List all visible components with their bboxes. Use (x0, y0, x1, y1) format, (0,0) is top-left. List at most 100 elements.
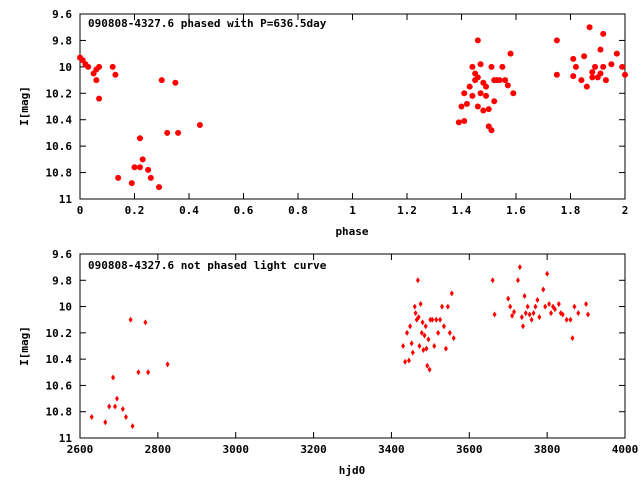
unphased-y-tick-label: 11 (59, 432, 73, 445)
phased-data-point (96, 63, 103, 70)
phased-y-tick-label: 9.6 (52, 8, 72, 21)
unphased-data-point (440, 303, 445, 310)
phased-data-point (578, 77, 585, 84)
unphased-data-point (515, 277, 520, 284)
phased-data-point (488, 127, 495, 134)
phased-data-point (458, 103, 465, 110)
unphased-x-axis-label: hjd0 (339, 464, 366, 477)
unphased-data-point (527, 311, 532, 318)
unphased-data-point (107, 403, 112, 410)
unphased-data-point (531, 310, 536, 317)
phased-data-point (480, 107, 487, 114)
phased-y-tick-label: 9.8 (52, 34, 72, 47)
phased-data-point (592, 63, 599, 70)
unphased-data-point (535, 297, 540, 303)
unphased-data-point (120, 406, 125, 413)
unphased-data-point (552, 306, 557, 313)
phased-data-point (600, 30, 607, 37)
phased-data-point (112, 71, 119, 78)
phased-data-point (147, 174, 154, 181)
unphased-data-point (406, 357, 411, 364)
unphased-data-point (576, 310, 581, 317)
unphased-data-point (568, 316, 573, 323)
unphased-data-point (114, 395, 119, 402)
unphased-x-tick-label: 3200 (300, 443, 327, 456)
phased-data-point (474, 37, 481, 44)
unphased-data-point (543, 303, 548, 310)
phased-data-point (608, 61, 615, 68)
phased-data-point (455, 119, 462, 126)
phased-data-point (483, 83, 490, 90)
unphased-data-point (441, 323, 446, 330)
phased-data-point (466, 83, 473, 90)
unphased-x-tick-label: 2800 (145, 443, 172, 456)
unphased-x-tick-label: 3400 (378, 443, 405, 456)
phased-data-point (600, 63, 607, 70)
unphased-data-point (430, 316, 435, 323)
phased-data-point (139, 156, 146, 163)
phased-data-point (589, 69, 596, 76)
phased-data-point (477, 90, 484, 97)
unphased-data-point (146, 369, 151, 376)
phased-data-point (172, 79, 179, 86)
unphased-data-point (401, 343, 406, 349)
phased-y-axis-label: I[mag] (18, 86, 31, 126)
unphased-data-point (143, 319, 148, 326)
unphased-data-point (165, 361, 170, 368)
unphased-data-point (434, 316, 439, 323)
phased-data-point (586, 24, 593, 31)
phased-data-point (613, 50, 620, 57)
unphased-data-point (522, 293, 527, 300)
phased-y-tick-label: 10.8 (46, 167, 73, 180)
phased-data-point (463, 100, 470, 107)
unphased-data-point (545, 270, 550, 277)
phased-data-point (485, 106, 492, 113)
unphased-data-point (418, 300, 423, 307)
unphased-data-point (443, 345, 448, 352)
unphased-data-point (136, 369, 141, 376)
phased-data-point (581, 53, 588, 60)
phased-data-point (145, 166, 152, 173)
phased-data-point (589, 74, 596, 81)
unphased-data-point (533, 303, 538, 310)
unphased-y-tick-label: 10.8 (46, 406, 73, 419)
phased-data-point (602, 77, 609, 84)
phased-x-axis-label: phase (335, 225, 368, 238)
unphased-y-tick-label: 9.6 (52, 248, 72, 261)
unphased-x-tick-label: 4000 (612, 443, 639, 456)
phased-data-point (496, 77, 503, 84)
unphased-data-point (564, 316, 569, 323)
phased-data-point (175, 129, 182, 136)
unphased-data-point (492, 311, 497, 318)
phased-x-tick-label: 2 (622, 204, 629, 217)
unphased-data-point (413, 310, 418, 317)
phased-data-point (85, 63, 92, 70)
unphased-data-point (572, 303, 577, 310)
unphased-data-point (586, 311, 591, 318)
phased-y-tick-label: 10.4 (46, 114, 73, 127)
phased-data-point (572, 63, 579, 70)
unphased-y-tick-label: 10.4 (46, 353, 73, 366)
phased-data-point (570, 73, 577, 80)
phased-x-tick-label: 0 (77, 204, 84, 217)
unphased-data-point (417, 343, 422, 349)
unphased-data-point (537, 314, 542, 321)
phased-data-point (196, 122, 203, 128)
unphased-y-tick-label: 10 (59, 301, 72, 314)
unphased-data-point (113, 403, 118, 410)
unphased-data-point (556, 300, 561, 307)
phased-chart-title: 090808-4327.6 phased with P=636.5day (88, 17, 327, 30)
unphased-x-tick-label: 3000 (222, 443, 249, 456)
unphased-data-point (410, 349, 415, 356)
phased-data-point (461, 118, 468, 125)
unphased-data-point (416, 314, 421, 321)
unphased-data-point (490, 277, 495, 284)
unphased-data-point (438, 316, 443, 323)
unphased-data-point (447, 329, 452, 336)
phased-data-point (619, 63, 626, 70)
unphased-data-point (427, 366, 432, 373)
phased-data-point (553, 37, 560, 44)
phased-data-point (109, 63, 116, 70)
phased-data-point (461, 90, 468, 97)
